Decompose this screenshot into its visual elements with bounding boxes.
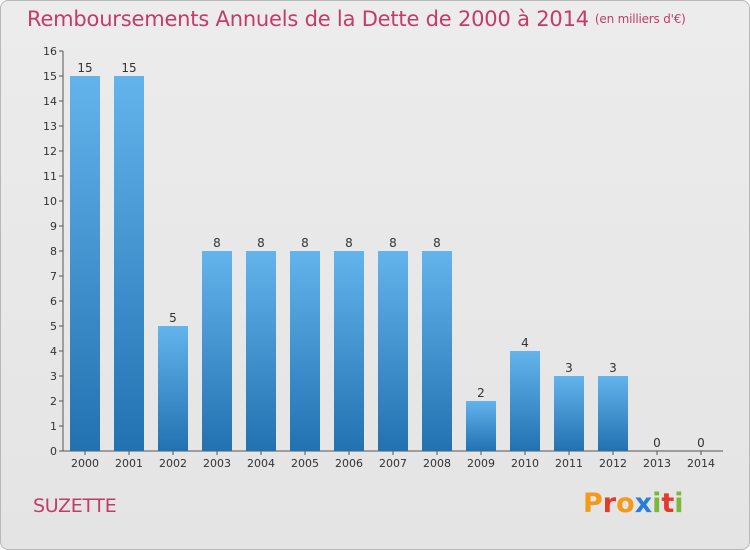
bar-2009 [466, 401, 496, 451]
value-label-2003: 8 [213, 236, 221, 250]
value-label-2004: 8 [257, 236, 265, 250]
value-label-2001: 15 [121, 61, 136, 75]
value-label-2009: 2 [477, 386, 485, 400]
proxiti-logo: Proxiti [583, 488, 684, 519]
value-label-2005: 8 [301, 236, 309, 250]
value-label-2002: 5 [169, 311, 177, 325]
bar-2010 [510, 351, 540, 451]
y-tick-label: 1 [50, 420, 57, 433]
x-tick-label-2004: 2004 [247, 457, 275, 470]
logo-letter: P [583, 488, 603, 519]
y-tick-label: 14 [43, 95, 57, 108]
value-label-2008: 8 [433, 236, 441, 250]
bar-2007 [378, 251, 408, 451]
y-tick-label: 7 [50, 270, 57, 283]
x-tick-label-2009: 2009 [467, 457, 495, 470]
title-text: Remboursements Annuels de la Dette de 20… [27, 7, 589, 31]
bars: 15 15 5 8 8 8 8 8 8 2 4 3 3 0 0 [70, 61, 705, 451]
x-tick-label-2014: 2014 [687, 457, 715, 470]
y-tick-label: 10 [43, 195, 57, 208]
x-tick-label-2000: 2000 [71, 457, 99, 470]
bar-2008 [422, 251, 452, 451]
y-tick-label: 16 [43, 45, 57, 58]
y-tick-label: 6 [50, 295, 57, 308]
value-label-2012: 3 [609, 361, 617, 375]
chart-subtitle: (en milliers d'€) [594, 12, 686, 26]
logo-letter: r [602, 488, 617, 519]
logo-letter: x [634, 488, 653, 519]
bar-2003 [202, 251, 232, 451]
x-tick-label-2013: 2013 [643, 457, 671, 470]
x-tick-label-2005: 2005 [291, 457, 319, 470]
y-tick-label: 3 [50, 370, 57, 383]
bar-2002 [158, 326, 188, 451]
bar-2001 [114, 76, 144, 451]
y-tick-label: 12 [43, 145, 57, 158]
x-tick-label-2003: 2003 [203, 457, 231, 470]
y-tick-label: 13 [43, 120, 57, 133]
x-tick-label-2012: 2012 [599, 457, 627, 470]
x-tick-label-2007: 2007 [379, 457, 407, 470]
y-tick-label: 2 [50, 395, 57, 408]
y-tick-label: 0 [50, 445, 57, 458]
value-label-2000: 15 [77, 61, 92, 75]
x-axis: 2000 2001 2002 2003 2004 2005 2006 2007 2008 2009… [63, 450, 723, 470]
x-tick-label-2006: 2006 [335, 457, 363, 470]
value-label-2013: 0 [653, 436, 661, 450]
value-label-2006: 8 [345, 236, 353, 250]
logo-letter: o [616, 488, 635, 519]
y-tick-label: 4 [50, 345, 57, 358]
value-label-2011: 3 [565, 361, 573, 375]
x-tick-label-2008: 2008 [423, 457, 451, 470]
y-tick-label: 11 [43, 170, 57, 183]
bar-2011 [554, 376, 584, 451]
x-tick-label-2011: 2011 [555, 457, 583, 470]
bar-2005 [290, 251, 320, 451]
x-tick-label-2001: 2001 [115, 457, 143, 470]
y-tick-label: 8 [50, 245, 57, 258]
value-label-2007: 8 [389, 236, 397, 250]
value-label-2010: 4 [521, 336, 529, 350]
value-label-2014: 0 [697, 436, 705, 450]
bar-2004 [246, 251, 276, 451]
x-tick-label-2010: 2010 [511, 457, 539, 470]
chart-title: Remboursements Annuels de la Dette de 20… [27, 7, 686, 31]
bar-2006 [334, 251, 364, 451]
bar-2000 [70, 76, 100, 451]
logo-letter: t [661, 488, 675, 519]
x-tick-label-2002: 2002 [159, 457, 187, 470]
commune-name: SUZETTE [33, 495, 117, 517]
bar-2012 [598, 376, 628, 451]
y-tick-label: 5 [50, 320, 57, 333]
logo-letter: i [674, 488, 684, 519]
logo-letter: i [652, 488, 662, 519]
y-tick-label: 15 [43, 70, 57, 83]
y-tick-label: 9 [50, 220, 57, 233]
